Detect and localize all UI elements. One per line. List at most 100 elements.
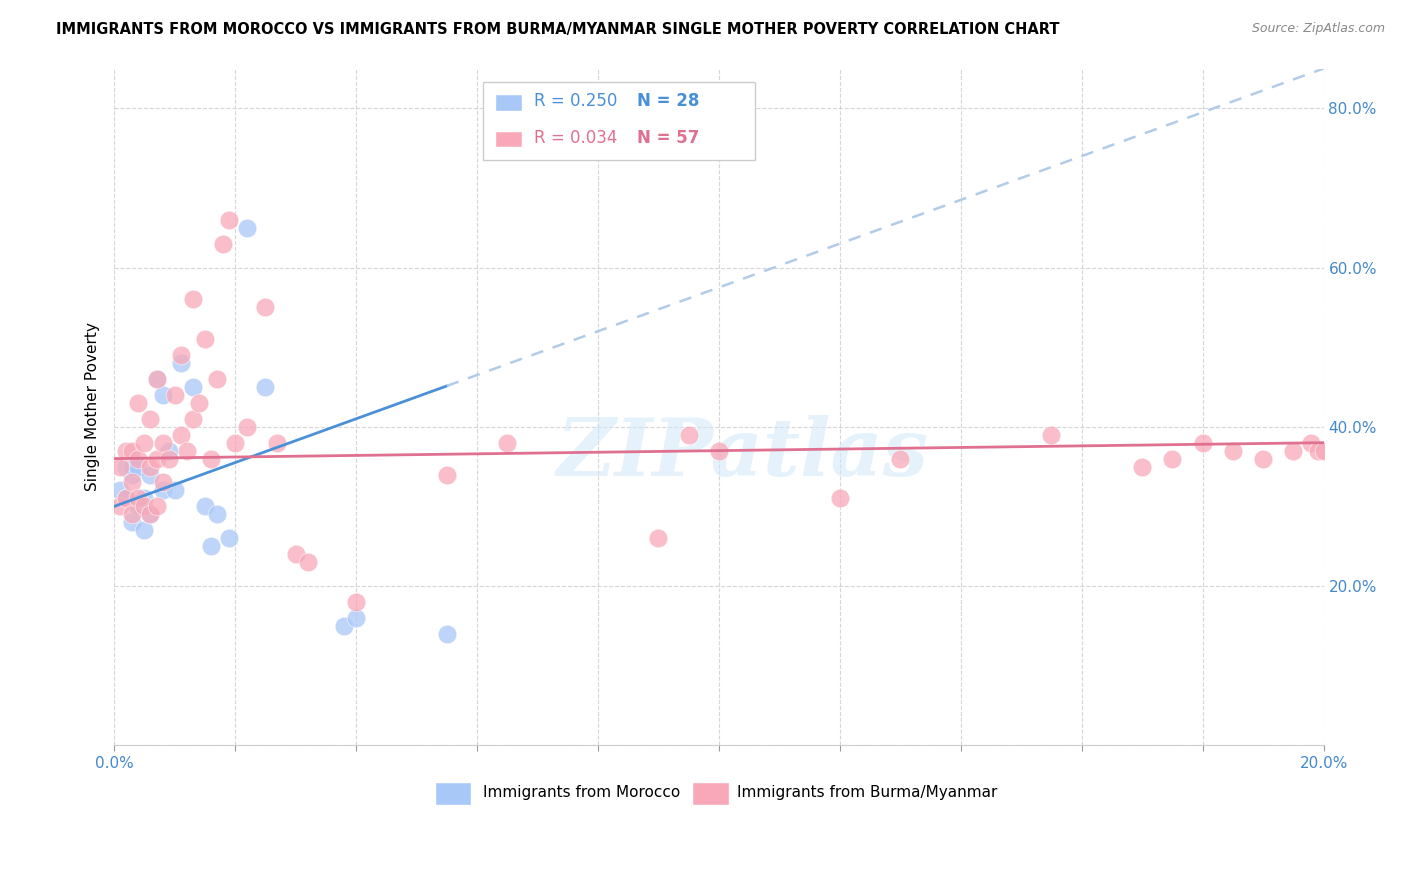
Point	[678, 427, 700, 442]
Point	[139, 459, 162, 474]
Point	[194, 332, 217, 346]
Point	[152, 388, 174, 402]
Point	[218, 212, 240, 227]
Point	[297, 555, 319, 569]
Point	[1040, 427, 1063, 442]
Point	[889, 451, 911, 466]
Point	[121, 467, 143, 482]
FancyBboxPatch shape	[692, 782, 728, 805]
Text: Immigrants from Morocco: Immigrants from Morocco	[484, 785, 681, 800]
Point	[200, 451, 222, 466]
Point	[110, 500, 132, 514]
Point	[707, 443, 730, 458]
Point	[205, 508, 228, 522]
Text: Source: ZipAtlas.com: Source: ZipAtlas.com	[1251, 22, 1385, 36]
Point	[181, 380, 204, 394]
Point	[170, 427, 193, 442]
Point	[647, 531, 669, 545]
Point	[134, 500, 156, 514]
Point	[152, 475, 174, 490]
Point	[1191, 435, 1213, 450]
Point	[284, 547, 307, 561]
Point	[436, 626, 458, 640]
Point	[181, 293, 204, 307]
Point	[163, 483, 186, 498]
Point	[187, 396, 209, 410]
Point	[121, 443, 143, 458]
Point	[139, 467, 162, 482]
Text: IMMIGRANTS FROM MOROCCO VS IMMIGRANTS FROM BURMA/MYANMAR SINGLE MOTHER POVERTY C: IMMIGRANTS FROM MOROCCO VS IMMIGRANTS FR…	[56, 22, 1060, 37]
Point	[344, 611, 367, 625]
FancyBboxPatch shape	[434, 782, 471, 805]
Point	[266, 435, 288, 450]
Point	[127, 491, 149, 506]
Point	[121, 475, 143, 490]
Point	[254, 301, 277, 315]
Point	[170, 348, 193, 362]
Point	[254, 380, 277, 394]
Point	[121, 459, 143, 474]
Point	[152, 483, 174, 498]
Point	[205, 372, 228, 386]
Point	[145, 500, 167, 514]
Point	[496, 435, 519, 450]
Point	[1301, 435, 1323, 450]
Point	[127, 451, 149, 466]
Point	[181, 412, 204, 426]
Text: N = 57: N = 57	[637, 128, 699, 146]
Point	[145, 451, 167, 466]
Text: ZIPatlas: ZIPatlas	[557, 416, 929, 493]
Point	[1282, 443, 1305, 458]
Point	[194, 500, 217, 514]
Point	[1130, 459, 1153, 474]
Point	[828, 491, 851, 506]
Text: R = 0.034: R = 0.034	[534, 128, 617, 146]
Point	[127, 500, 149, 514]
Point	[134, 491, 156, 506]
Point	[1251, 451, 1274, 466]
Point	[436, 467, 458, 482]
Point	[236, 419, 259, 434]
Point	[236, 220, 259, 235]
Point	[110, 459, 132, 474]
Text: R = 0.250: R = 0.250	[534, 92, 617, 110]
Point	[157, 451, 180, 466]
Point	[1161, 451, 1184, 466]
Y-axis label: Single Mother Poverty: Single Mother Poverty	[86, 322, 100, 491]
Point	[170, 356, 193, 370]
Point	[139, 508, 162, 522]
Point	[145, 372, 167, 386]
Text: Immigrants from Burma/Myanmar: Immigrants from Burma/Myanmar	[737, 785, 997, 800]
Point	[176, 443, 198, 458]
Point	[121, 516, 143, 530]
Point	[115, 491, 138, 506]
FancyBboxPatch shape	[495, 95, 522, 111]
FancyBboxPatch shape	[495, 131, 522, 147]
Point	[212, 236, 235, 251]
Point	[127, 396, 149, 410]
Point	[115, 443, 138, 458]
Point	[121, 508, 143, 522]
Point	[157, 443, 180, 458]
Point	[134, 435, 156, 450]
Point	[145, 372, 167, 386]
Text: N = 28: N = 28	[637, 92, 699, 110]
Point	[333, 619, 356, 633]
Point	[224, 435, 246, 450]
Point	[127, 459, 149, 474]
Point	[218, 531, 240, 545]
Point	[139, 508, 162, 522]
Point	[200, 539, 222, 553]
Point	[1222, 443, 1244, 458]
Bar	[484, 82, 755, 160]
Point	[152, 435, 174, 450]
Point	[1306, 443, 1329, 458]
Point	[134, 523, 156, 537]
Point	[344, 595, 367, 609]
Point	[1312, 443, 1334, 458]
Point	[139, 412, 162, 426]
Point	[115, 491, 138, 506]
Point	[163, 388, 186, 402]
Point	[115, 459, 138, 474]
Point	[110, 483, 132, 498]
